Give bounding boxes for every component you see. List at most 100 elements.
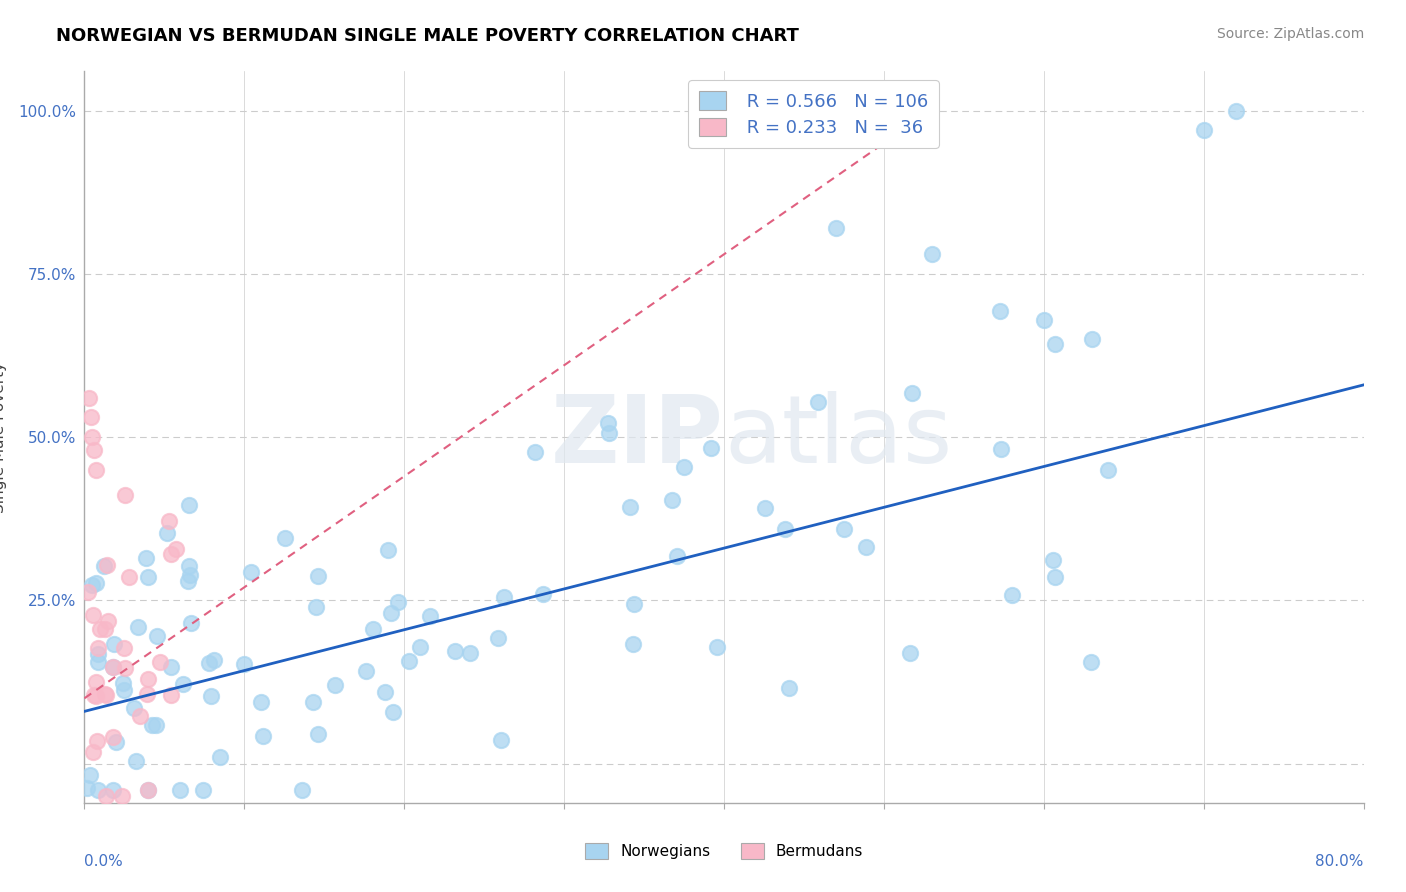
Point [1081, 332, 1104, 346]
Point [444, 644, 467, 658]
Point [198, 656, 221, 670]
Point [807, 395, 830, 409]
Text: ZIP: ZIP [551, 391, 724, 483]
Text: Source: ZipAtlas.com: Source: ZipAtlas.com [1216, 27, 1364, 41]
Point [240, 565, 263, 579]
Point [101, 660, 124, 674]
Point [409, 640, 432, 654]
Point [374, 685, 396, 699]
Point [94, 622, 117, 636]
Point [80, 578, 103, 592]
Point [128, 709, 150, 723]
Point [202, 653, 225, 667]
Point [83, 443, 105, 458]
Point [665, 549, 688, 563]
Point [209, 750, 232, 764]
Point [84, 689, 107, 703]
Point [101, 659, 124, 673]
Point [233, 657, 256, 671]
Point [76, 780, 98, 795]
Point [145, 718, 167, 732]
Point [387, 594, 409, 608]
Point [398, 654, 420, 668]
Point [775, 523, 797, 537]
Point [87, 656, 110, 670]
Point [990, 304, 1012, 318]
Point [160, 688, 183, 702]
Point [138, 782, 160, 797]
Point [77, 391, 100, 405]
Point [323, 678, 346, 692]
Point [87, 640, 110, 655]
Point [901, 386, 924, 401]
Point [1097, 463, 1119, 477]
Point [84, 463, 107, 477]
Point [200, 689, 222, 703]
Point [101, 782, 124, 797]
Point [83, 688, 105, 702]
Point [136, 672, 159, 686]
Point [291, 782, 314, 797]
Point [111, 789, 134, 804]
Point [1043, 569, 1066, 583]
Point [361, 622, 384, 636]
Point [82, 745, 104, 759]
Point [169, 782, 191, 797]
Text: 0.0%: 0.0% [84, 854, 124, 869]
Point [619, 500, 641, 514]
Point [84, 576, 107, 591]
Point [305, 600, 328, 615]
Point [1043, 336, 1066, 351]
Text: NORWEGIAN VS BERMUDAN SINGLE MALE POVERTY CORRELATION CHART: NORWEGIAN VS BERMUDAN SINGLE MALE POVERT… [56, 27, 799, 45]
Point [486, 631, 509, 645]
Point [307, 727, 329, 741]
Point [307, 569, 329, 583]
Point [1001, 588, 1024, 602]
Point [165, 541, 187, 556]
Point [97, 614, 120, 628]
Point [136, 687, 159, 701]
Point [598, 426, 620, 441]
Point [458, 646, 481, 660]
Point [141, 718, 163, 732]
Text: atlas: atlas [724, 391, 952, 483]
Point [825, 221, 848, 235]
Point [79, 768, 101, 782]
Point [94, 789, 117, 804]
Point [114, 641, 136, 656]
Point [179, 567, 201, 582]
Point [82, 607, 104, 622]
Point [87, 782, 110, 797]
Point [77, 584, 100, 599]
Point [138, 570, 160, 584]
Point [125, 754, 148, 768]
Point [80, 410, 103, 425]
Point [89, 622, 111, 636]
Point [104, 735, 127, 749]
Point [699, 442, 721, 456]
Point [159, 547, 181, 561]
Point [156, 525, 179, 540]
Point [354, 664, 377, 678]
Point [673, 459, 696, 474]
Point [494, 590, 516, 604]
Point [661, 492, 683, 507]
Point [249, 695, 271, 709]
Point [114, 488, 136, 502]
Point [832, 522, 855, 536]
Point [177, 498, 200, 512]
Point [96, 688, 118, 702]
Point [149, 655, 172, 669]
Point [87, 647, 110, 661]
Point [1192, 123, 1215, 137]
Point [122, 701, 145, 715]
Point [921, 247, 943, 261]
Point [86, 734, 108, 748]
Point [177, 558, 200, 573]
Point [491, 732, 513, 747]
Point [82, 430, 104, 444]
Point [381, 706, 404, 720]
Point [418, 608, 440, 623]
Point [127, 620, 149, 634]
Point [118, 570, 141, 584]
